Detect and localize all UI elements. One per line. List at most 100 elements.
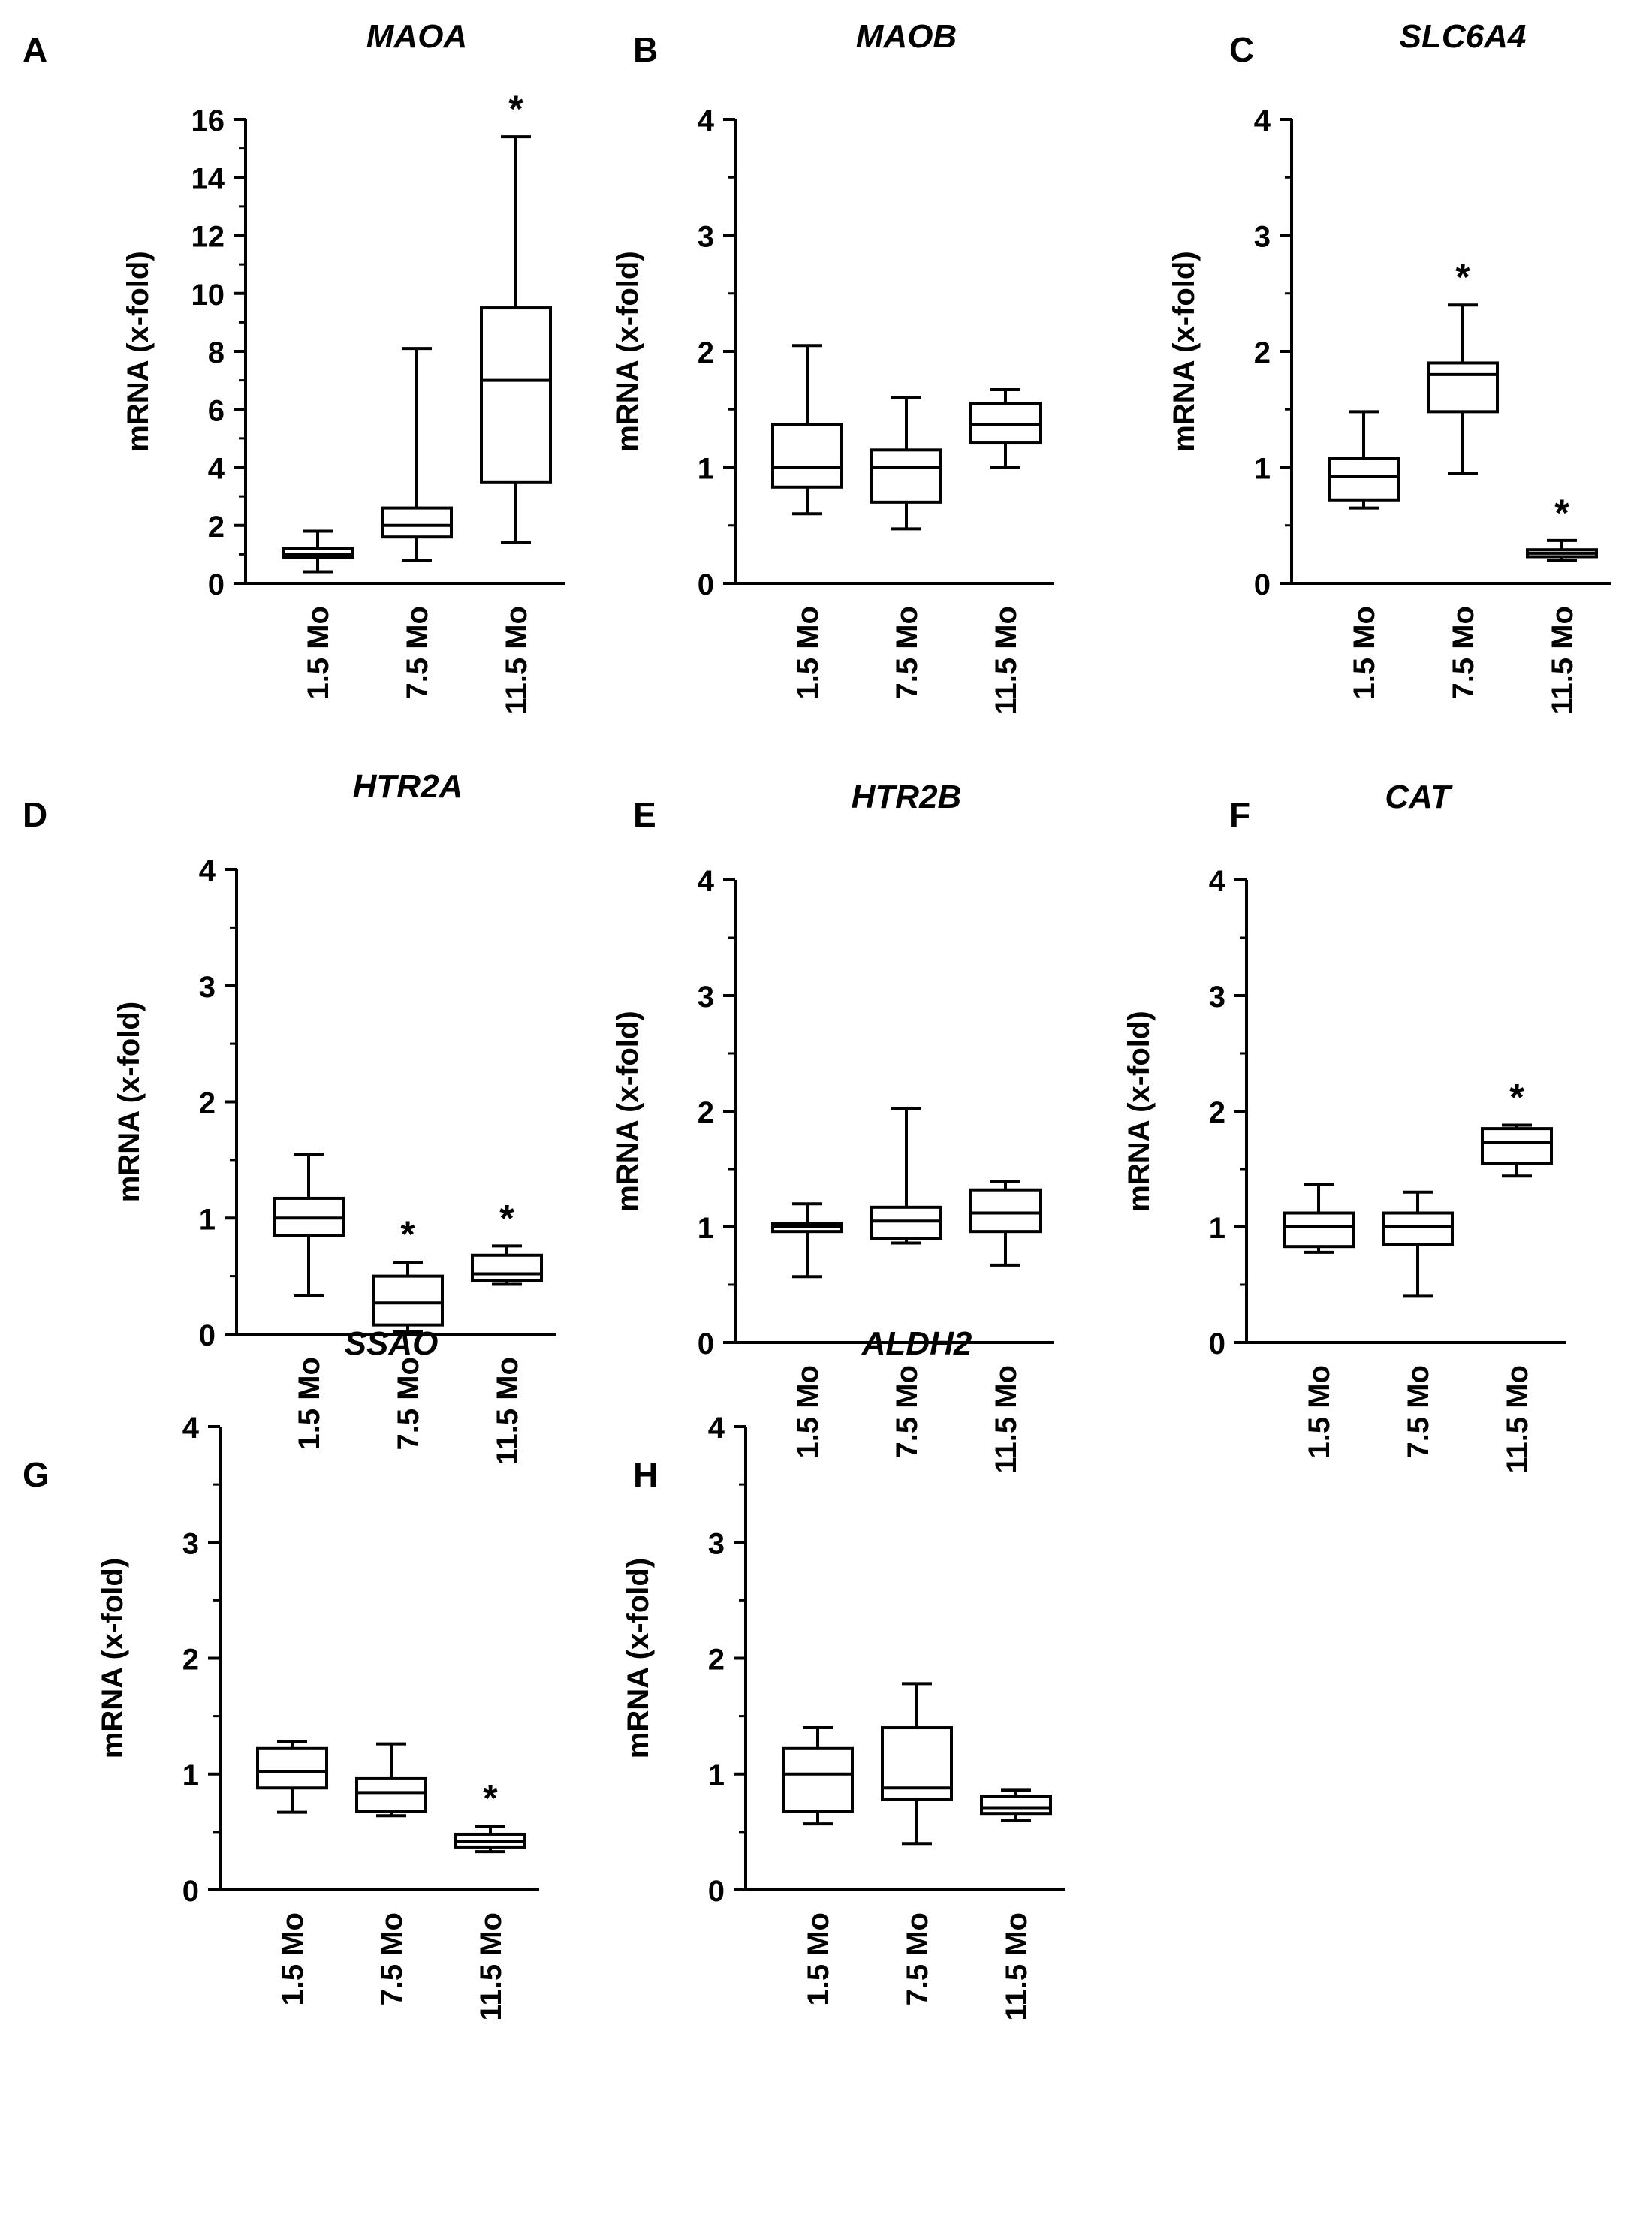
iqr-box [1427,361,1499,414]
y-tick-label: 3 [199,971,216,1004]
x-tick-label: 7.5 Mo [401,606,434,699]
x-tick-label: 7.5 Mo [891,606,924,699]
panel-h: H ALDH2 0 1 2 3 4 mRNA (x-fold) 1.5 Mo 7.5 Mo 11.5… [622,1325,1065,2021]
chart-title: HTR2A [353,768,463,805]
panel-c: C SLC6A4 0 1 2 3 4 mRNA (x-fold) 1.5 Mo * 7.5 Mo * 1… [1168,18,1611,715]
y-axis-label: mRNA (x-fold) [611,251,644,451]
box-1: 1.5 Mo [1283,1183,1355,1458]
box-2: 7.5 Mo [1382,1190,1454,1458]
y-axis-label: mRNA (x-fold) [113,1002,146,1202]
iqr-box [1328,457,1400,502]
y-tick-label: 0 [698,1327,714,1361]
significance-marker: * [400,1213,415,1255]
y-tick-label: 4 [1254,104,1271,137]
chart-title: MAOB [856,18,957,55]
panel-letter: H [633,1455,658,1494]
panel-a: A MAOA 0 2 4 6 8 10 12 14 16 mRNA (x-fold) 1.5 Mo 7.5… [23,18,565,715]
box-3: 11.5 Mo [969,1180,1042,1474]
panel-d: D HTR2A 0 1 2 3 4 mRNA (x-fold) 1.5 Mo * 7.5 Mo * 11… [23,768,556,1466]
y-tick-label: 3 [1209,981,1225,1014]
y-tick-label: 2 [698,1096,714,1129]
y-tick-label: 2 [208,511,225,544]
box-3: 11.5 Mo [969,387,1042,715]
box-1: 1.5 Mo [1328,410,1400,699]
panel-letter: E [633,795,656,834]
y-tick-label: 3 [708,1527,725,1560]
y-tick-label: 8 [208,336,225,369]
iqr-box [980,1795,1052,1816]
y-tick-label: 4 [199,854,216,887]
y-tick-label: 1 [698,453,714,486]
x-tick-label: 1.5 Mo [791,1365,824,1458]
x-tick-label: 11.5 Mo [491,1357,524,1466]
x-tick-label: 11.5 Mo [1000,1912,1033,2021]
y-axis-label: mRNA (x-fold) [1123,1011,1156,1211]
y-tick-label: 2 [182,1644,199,1677]
chart-title: ALDH2 [861,1325,972,1362]
significance-marker: * [1554,492,1569,534]
x-tick-label: 1.5 Mo [302,606,335,699]
y-tick-label: 2 [1254,336,1271,369]
box-3: * 11.5 Mo [454,1777,526,2021]
y-tick-label: 0 [208,568,225,601]
x-tick-label: 1.5 Mo [1348,606,1381,699]
y-tick-label: 10 [191,279,225,312]
panel-g: G SSAO 0 1 2 3 4 mRNA (x-fold) 1.5 Mo 7.5 Mo * 11.5… [23,1325,539,2021]
iqr-box [1481,1127,1553,1165]
y-axis-label: mRNA (x-fold) [96,1558,129,1758]
iqr-box [771,423,843,489]
chart-title: MAOA [366,18,467,55]
panel-letter: D [23,795,47,834]
panel-letter: B [633,30,658,69]
chart-title: SLC6A4 [1400,18,1527,55]
significance-marker: * [508,88,523,130]
iqr-box [870,1205,942,1240]
iqr-box [1283,1211,1355,1249]
x-tick-label: 11.5 Mo [990,606,1023,715]
y-tick-label: 4 [698,865,715,898]
y-tick-label: 1 [199,1203,216,1236]
iqr-box [480,306,552,484]
x-tick-label: 7.5 Mo [891,1365,924,1458]
y-tick-label: 0 [698,568,714,601]
box-1: 1.5 Mo [782,1726,854,2005]
box-3: * 11.5 Mo [471,1197,543,1466]
box-2: * 7.5 Mo [1427,256,1499,699]
y-tick-label: 3 [1254,221,1271,254]
x-tick-label: 1.5 Mo [791,606,824,699]
box-1: 1.5 Mo [771,1202,843,1458]
box-3: * 11.5 Mo [1526,492,1598,715]
box-2: 7.5 Mo [381,347,453,699]
chart-title: CAT [1385,779,1452,815]
y-tick-label: 4 [208,453,225,486]
box-3: 11.5 Mo [980,1788,1052,2021]
x-tick-label: 7.5 Mo [392,1357,425,1450]
significance-marker: * [1455,256,1470,298]
x-tick-label: 11.5 Mo [500,606,533,715]
panel-letter: C [1229,30,1254,69]
x-tick-label: 1.5 Mo [802,1912,835,2005]
y-tick-label: 0 [182,1875,199,1908]
x-tick-label: 7.5 Mo [901,1912,934,2005]
box-1: 1.5 Mo [282,529,354,699]
panel-e: E HTR2B 0 1 2 3 4 mRNA (x-fold) 1.5 Mo 7.5 Mo 11.5… [611,779,1054,1474]
x-tick-label: 11.5 Mo [1501,1365,1534,1474]
box-2: 7.5 Mo [881,1682,953,2005]
box-3: * 11.5 Mo [1481,1076,1553,1474]
box-1: 1.5 Mo [256,1740,328,2005]
panel-letter: F [1229,795,1250,834]
iqr-box [381,506,453,539]
y-axis-label: mRNA (x-fold) [611,1011,644,1211]
y-tick-label: 3 [182,1527,199,1560]
y-tick-label: 14 [191,162,225,195]
x-tick-label: 11.5 Mo [990,1365,1023,1474]
chart-title: HTR2B [852,779,962,815]
y-axis-label: mRNA (x-fold) [1168,251,1201,451]
y-tick-label: 1 [182,1759,199,1792]
y-tick-label: 3 [698,981,714,1014]
y-tick-label: 0 [1209,1327,1225,1361]
y-tick-label: 2 [708,1644,725,1677]
x-tick-label: 1.5 Mo [276,1912,309,2005]
x-tick-label: 7.5 Mo [375,1912,408,2005]
